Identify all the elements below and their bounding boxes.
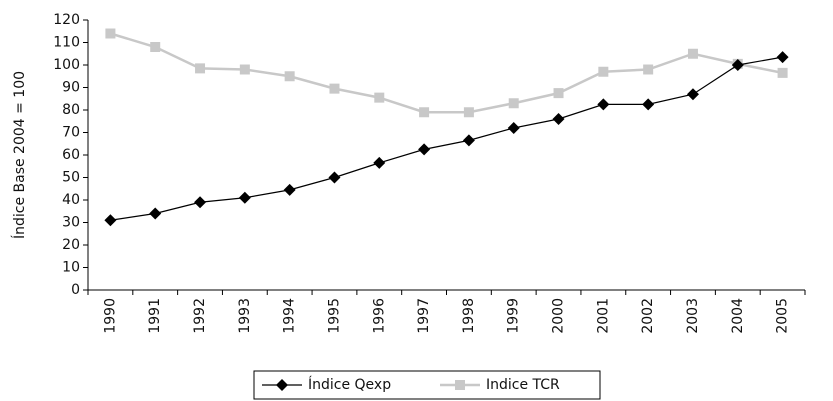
x-tick-label: 2000 — [551, 298, 567, 334]
x-tick-label: 2003 — [685, 298, 701, 334]
marker — [643, 64, 654, 75]
legend-label: Índice Qexp — [308, 376, 391, 393]
legend-box — [253, 370, 601, 400]
y-tick-label: 70 — [62, 125, 80, 141]
x-tick-label: 1994 — [282, 298, 298, 334]
x-tick-label: 1992 — [192, 298, 208, 334]
marker — [283, 183, 296, 196]
y-tick-label: 0 — [71, 282, 80, 298]
legend-label: Indice TCR — [486, 377, 560, 393]
marker — [149, 207, 162, 220]
x-tick-label: 2004 — [730, 298, 746, 334]
marker — [195, 63, 206, 74]
marker — [238, 191, 251, 204]
y-tick-label: 90 — [62, 80, 80, 96]
series-line — [110, 56, 783, 221]
marker — [462, 134, 475, 147]
x-tick-label: 1993 — [237, 298, 253, 334]
marker — [419, 107, 430, 118]
marker — [597, 98, 610, 111]
x-tick-label: 1997 — [416, 298, 432, 334]
y-tick-label: 100 — [53, 57, 80, 73]
x-tick-label: 2005 — [775, 298, 791, 334]
marker — [328, 171, 341, 184]
marker — [239, 64, 250, 75]
marker — [373, 156, 386, 169]
series-line — [110, 32, 783, 114]
marker — [687, 48, 698, 59]
marker — [507, 122, 520, 134]
y-tick-label: 80 — [62, 102, 80, 118]
y-tick-label: 120 — [53, 12, 80, 28]
y-tick-label: 110 — [53, 35, 80, 51]
marker — [777, 67, 788, 78]
marker — [552, 113, 565, 125]
marker — [104, 214, 117, 227]
x-tick-label: 1995 — [326, 298, 342, 334]
y-tick-label: 20 — [62, 237, 80, 253]
y-tick-label: 50 — [62, 170, 80, 186]
marker — [418, 143, 431, 156]
x-tick-label: 1991 — [147, 298, 163, 334]
y-tick-label: 30 — [62, 215, 80, 231]
marker — [598, 66, 609, 77]
marker — [105, 28, 116, 39]
marker — [642, 98, 655, 111]
x-tick-label: 1998 — [461, 298, 477, 334]
marker — [374, 92, 385, 103]
marker — [731, 59, 744, 71]
marker — [455, 380, 465, 390]
y-tick-label: 40 — [62, 192, 80, 208]
marker — [284, 71, 295, 82]
y-axis-label: Índice Base 2004 = 100 — [11, 71, 28, 239]
marker — [276, 379, 288, 391]
x-tick-label: 1999 — [506, 298, 522, 334]
y-tick-label: 60 — [62, 147, 80, 163]
x-tick-label: 1990 — [102, 298, 118, 334]
marker — [194, 196, 207, 209]
marker — [776, 51, 789, 64]
y-tick-label: 10 — [62, 260, 80, 276]
x-tick-label: 2002 — [640, 298, 656, 334]
marker — [329, 83, 340, 94]
marker — [553, 88, 564, 99]
marker — [150, 42, 161, 52]
marker — [508, 98, 519, 109]
x-tick-label: 1996 — [371, 298, 387, 334]
marker — [686, 88, 699, 101]
marker — [463, 107, 474, 118]
x-tick-label: 2001 — [595, 298, 611, 334]
